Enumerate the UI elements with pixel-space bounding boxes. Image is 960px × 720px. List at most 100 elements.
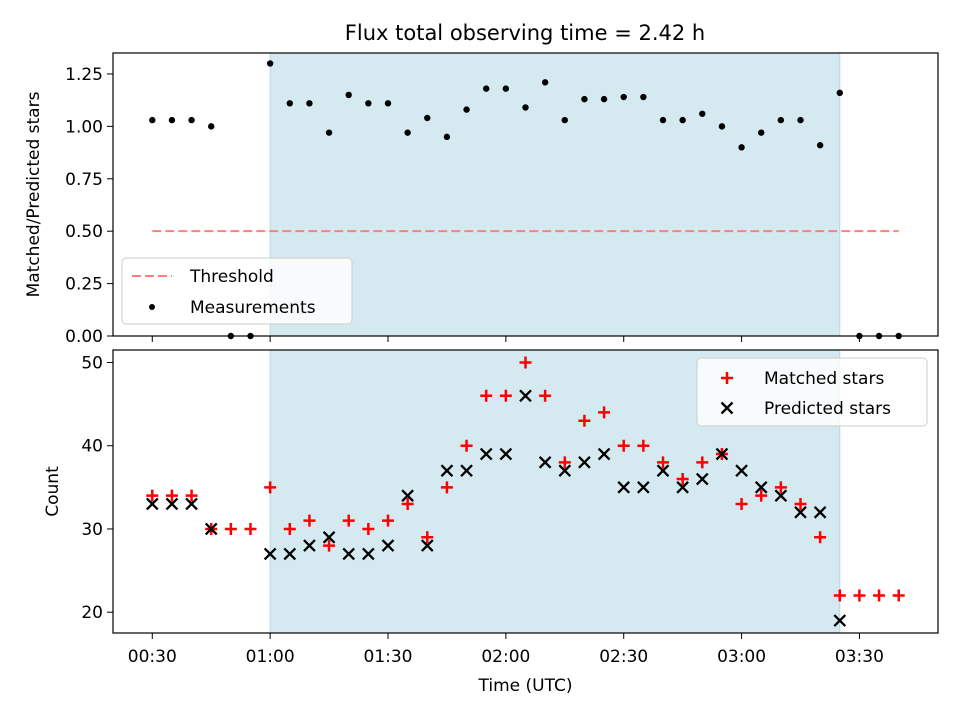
- matched-star-marker: [185, 489, 198, 502]
- matched-star-marker: [323, 539, 336, 552]
- bottom-panel: 20 30 40 50 00:30 01:00 01:30 02:00 02:30 03:00 03…: [43, 349, 939, 696]
- measurement-point: [384, 100, 392, 107]
- legend-predicted-label: Predicted stars: [764, 399, 891, 419]
- predicted-star-marker: [303, 539, 316, 552]
- legend-measurement-swatch: [149, 304, 155, 310]
- x-tick-label: 01:00: [246, 647, 295, 667]
- measurement-point: [699, 110, 706, 117]
- matched-star-marker: [421, 531, 434, 544]
- x-tick-label: 02:30: [599, 647, 648, 667]
- predicted-star-marker: [597, 447, 611, 461]
- y-tick-label: 30: [81, 520, 103, 540]
- measurement-point: [522, 104, 529, 111]
- y-tick-label: 0.75: [65, 170, 103, 190]
- matched-star-marker: [657, 456, 669, 469]
- predicted-star-marker: [754, 481, 768, 494]
- predicted-star-marker: [283, 547, 297, 561]
- predicted-star-marker: [145, 497, 159, 511]
- matched-star-marker: [224, 522, 237, 535]
- predicted-star-marker: [715, 447, 729, 461]
- predicted-star-marker: [676, 481, 689, 494]
- predicted-star-marker: [204, 522, 218, 536]
- x-tick-label: 01:30: [364, 647, 413, 667]
- measurement-point: [561, 116, 568, 124]
- x-tick-label: 02:00: [481, 647, 530, 667]
- predicted-star-marker: [362, 547, 375, 561]
- x-tick-label: 03:30: [835, 647, 884, 667]
- legend-predicted-swatch: [720, 401, 734, 415]
- measurement-point: [443, 133, 451, 141]
- measurement-point: [404, 129, 411, 136]
- predicted-star-marker: [774, 489, 788, 502]
- measurement-point: [306, 100, 313, 107]
- measurement-point: [816, 142, 824, 149]
- measurement-point: [188, 116, 195, 124]
- predicted-star-marker: [833, 614, 847, 627]
- predicted-star-marker: [656, 464, 670, 478]
- observing-span-shade: [270, 53, 840, 336]
- matched-star-marker: [382, 514, 394, 527]
- measurement-point: [679, 116, 686, 124]
- predicted-star-marker: [401, 489, 414, 502]
- matched-star-marker: [637, 439, 650, 452]
- predicted-star-marker: [519, 389, 532, 403]
- predicted-star-marker: [578, 456, 591, 469]
- matched-star-marker: [519, 356, 532, 369]
- predicted-star-marker: [499, 447, 513, 461]
- matched-star-marker: [774, 481, 787, 494]
- matched-star-marker: [814, 531, 827, 544]
- predicted-star-marker: [420, 539, 434, 552]
- measurement-point: [502, 85, 510, 92]
- predicted-star-marker: [558, 464, 572, 478]
- x-tick-label: 00:30: [128, 647, 177, 667]
- matched-star-marker: [578, 414, 591, 427]
- predicted-star-marker: [381, 539, 395, 552]
- measurement-point: [149, 116, 156, 124]
- matched-star-marker: [598, 406, 611, 419]
- y-tick-label: 0.00: [65, 327, 103, 347]
- matched-star-marker: [165, 489, 178, 502]
- measurement-point: [640, 93, 647, 101]
- panel-frame: [112, 52, 939, 337]
- predicted-star-marker: [794, 505, 807, 519]
- predicted-star-marker: [637, 481, 650, 494]
- measurement-point: [758, 129, 765, 136]
- matched-star-marker: [264, 481, 277, 494]
- predicted-star-marker: [263, 547, 277, 561]
- matched-star-marker: [617, 439, 630, 452]
- measurement-point: [483, 85, 490, 92]
- matched-star-marker: [342, 514, 355, 527]
- top-panel: 0.00 0.25 0.50 0.75 1.00 1.25 Matched/Predicte…: [24, 52, 939, 347]
- measurement-point: [541, 79, 549, 86]
- predicted-star-marker: [813, 505, 827, 519]
- measurement-point: [325, 129, 333, 136]
- matched-star-marker: [755, 489, 768, 502]
- measurement-point: [718, 123, 726, 130]
- measurement-point: [365, 100, 372, 107]
- y-tick-label: 50: [81, 353, 103, 373]
- y-tick-label: 1.25: [65, 65, 103, 85]
- matched-star-marker: [676, 473, 689, 486]
- matched-star-marker: [735, 497, 748, 510]
- measurement-point: [581, 95, 588, 103]
- measurement-point: [738, 144, 745, 151]
- matched-star-marker: [283, 522, 296, 535]
- predicted-star-marker: [440, 464, 454, 478]
- y-tick-label: 1.00: [65, 117, 103, 137]
- matched-star-marker: [460, 439, 473, 452]
- x-axis-label: Time (UTC): [478, 676, 573, 696]
- measurement-point: [345, 91, 352, 99]
- measurement-point: [836, 89, 843, 97]
- matched-star-marker: [401, 497, 414, 510]
- y-tick-label: 0.50: [65, 222, 103, 242]
- legend-threshold-label: Threshold: [189, 267, 274, 287]
- matched-star-marker: [892, 589, 905, 602]
- predicted-star-marker: [460, 464, 473, 478]
- matched-star-marker: [853, 589, 866, 602]
- y-axis-label: Matched/Predicted stars: [24, 91, 44, 297]
- matched-star-marker: [794, 497, 807, 510]
- predicted-star-marker: [342, 547, 356, 561]
- measurement-point: [286, 100, 293, 107]
- measurement-point: [208, 123, 215, 130]
- matched-star-marker: [558, 456, 571, 469]
